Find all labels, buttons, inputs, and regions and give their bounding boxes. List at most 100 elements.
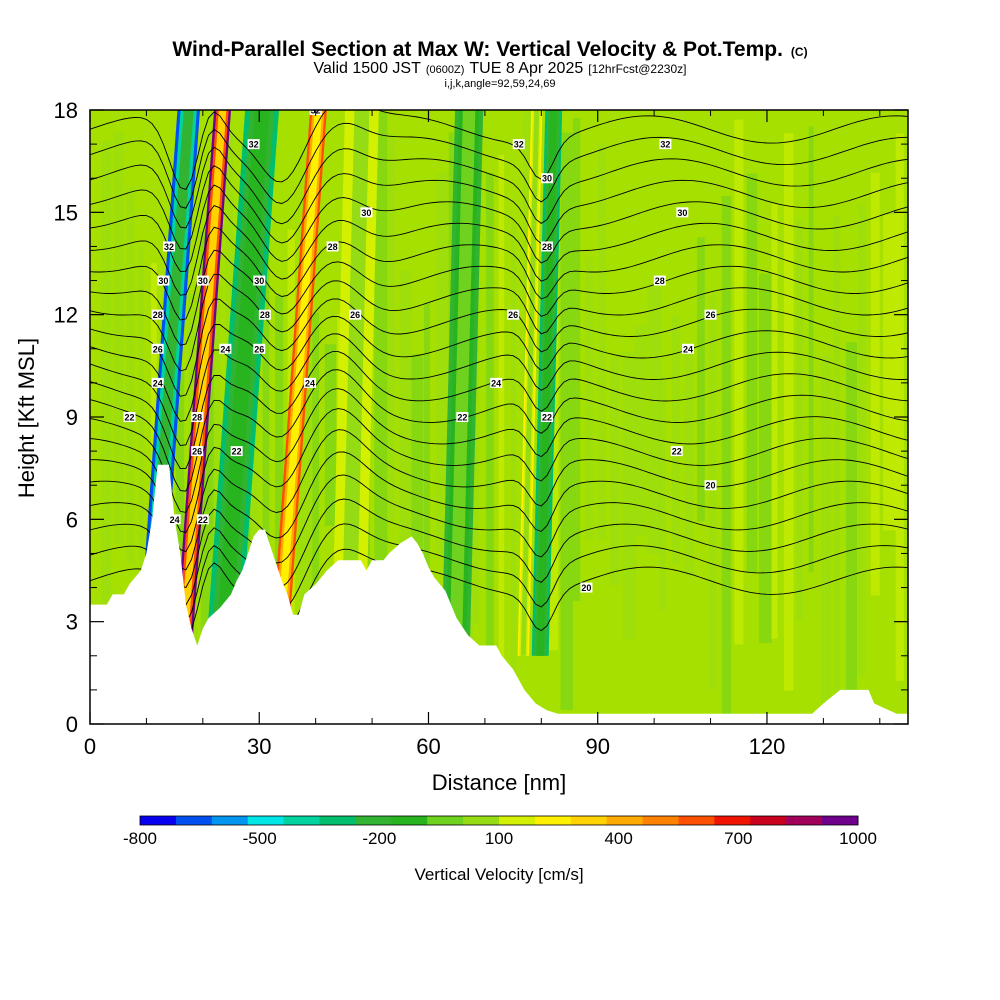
colorbar-swatch bbox=[714, 816, 751, 825]
contour-label: 26 bbox=[253, 343, 266, 354]
theta-contour bbox=[90, 205, 908, 296]
theta-contour bbox=[90, 523, 908, 624]
contour-label-text: 22 bbox=[198, 515, 208, 525]
contour-label-box bbox=[168, 514, 181, 525]
velocity-streak bbox=[597, 142, 607, 541]
velocity-streak bbox=[697, 237, 705, 522]
velocity-streak bbox=[672, 314, 681, 564]
theta-contour bbox=[90, 184, 908, 272]
contour-label-box bbox=[349, 309, 362, 320]
contour-label-text: 30 bbox=[158, 276, 168, 286]
copyright-mark: (C) bbox=[791, 45, 808, 59]
y-tick-label: 6 bbox=[66, 507, 78, 532]
chart-indices: i,j,k,angle=92,59,24,69 bbox=[444, 78, 555, 90]
colorbar-swatch bbox=[391, 816, 428, 825]
contour-label: 24 bbox=[490, 377, 503, 388]
contour-label-box bbox=[253, 343, 266, 354]
contour-label-box bbox=[219, 343, 232, 354]
colorbar-swatch bbox=[499, 816, 536, 825]
contour-label-box bbox=[196, 275, 209, 286]
contour-label-text: 22 bbox=[124, 413, 134, 423]
theta-contour bbox=[90, 226, 908, 321]
contour-label-box bbox=[456, 412, 469, 422]
x-tick-label: 60 bbox=[416, 734, 440, 759]
contour-label-box bbox=[304, 377, 317, 388]
theta-contour bbox=[90, 369, 908, 492]
velocity-streak bbox=[622, 351, 636, 639]
y-tick-label: 12 bbox=[54, 303, 78, 328]
colorbar-swatch bbox=[463, 816, 500, 825]
colorbar-swatch bbox=[175, 816, 213, 825]
colorbar-swatch bbox=[606, 816, 644, 825]
contour-label-box bbox=[580, 582, 593, 593]
colorbar-tick-label: 100 bbox=[485, 829, 513, 848]
contour-label-text: 26 bbox=[153, 344, 163, 354]
contour-label: 26 bbox=[151, 343, 164, 354]
theta-contour bbox=[90, 249, 908, 346]
contour-label-box bbox=[151, 343, 164, 354]
velocity-band bbox=[520, 110, 540, 656]
colorbar-swatch bbox=[570, 816, 608, 825]
colorbar-swatch bbox=[140, 816, 177, 825]
contour-label-text: 32 bbox=[164, 242, 174, 252]
colorbar-tick-label: -500 bbox=[243, 829, 277, 848]
velocity-streak bbox=[808, 126, 814, 573]
velocity-streak bbox=[796, 219, 804, 620]
contour-label-text: 26 bbox=[254, 344, 264, 354]
contour-label: 22 bbox=[540, 412, 553, 423]
contour-label-box bbox=[540, 412, 553, 422]
velocity-streak bbox=[510, 220, 517, 702]
contour-label-text: 24 bbox=[170, 515, 180, 525]
theta-contour bbox=[90, 165, 908, 250]
x-tick-label: 0 bbox=[84, 734, 96, 759]
contour-label-text: 20 bbox=[581, 583, 591, 593]
contour-label-box bbox=[653, 275, 666, 286]
contour-label-text: 26 bbox=[192, 447, 202, 457]
colorbar-swatch bbox=[750, 816, 787, 825]
contour-label-text: 22 bbox=[232, 447, 242, 457]
contour-label-box bbox=[512, 139, 525, 150]
velocity-streak bbox=[659, 375, 665, 611]
velocity-streak bbox=[138, 246, 144, 676]
contour-label: 26 bbox=[507, 309, 520, 320]
contour-label: 22 bbox=[670, 446, 683, 457]
contour-label-box bbox=[162, 241, 175, 252]
theta-contour-labels: 32 30 30 28 26 24 22 28 26 24 22 24 22 30 28 26 32 32 30 28… bbox=[123, 110, 717, 593]
contour-label-text: 30 bbox=[361, 208, 371, 218]
velocity-streak bbox=[684, 350, 694, 577]
contour-label: 28 bbox=[540, 241, 553, 252]
velocity-streak bbox=[498, 154, 505, 724]
colorbar-swatch bbox=[534, 816, 572, 825]
contour-label: 32 bbox=[162, 241, 175, 252]
contour-label-box bbox=[253, 275, 266, 286]
colorbar-swatch bbox=[822, 816, 859, 825]
contour-label-text: 32 bbox=[514, 140, 524, 150]
y-tick-label: 9 bbox=[66, 405, 78, 430]
velocity-feature-1 bbox=[174, 110, 232, 656]
contour-label-box bbox=[507, 309, 520, 320]
contour-label-box bbox=[540, 173, 553, 184]
contour-label: 30 bbox=[253, 275, 266, 286]
contour-label-text: 20 bbox=[706, 481, 716, 491]
velocity-streak bbox=[411, 354, 424, 670]
contour-label: 22 bbox=[456, 412, 469, 423]
contour-label-box bbox=[704, 480, 717, 491]
colorbar: -800 -500 -200 100 400 700 1000 bbox=[123, 815, 877, 848]
contour-label-box bbox=[704, 309, 717, 320]
velocity-streak bbox=[275, 295, 284, 592]
chart-title: Wind-Parallel Section at Max W: Vertical… bbox=[172, 38, 807, 61]
colorbar-swatch bbox=[355, 816, 392, 825]
contour-label-text: 26 bbox=[508, 310, 518, 320]
velocity-streak bbox=[634, 324, 646, 537]
contour-label-box bbox=[247, 139, 260, 150]
contour-label: 26 bbox=[191, 446, 204, 457]
plot-area: 32 30 30 28 26 24 22 28 26 24 22 24 22 30 28 26 32 32 30 28… bbox=[90, 110, 908, 724]
velocity-streak bbox=[212, 151, 221, 566]
velocity-streak bbox=[585, 257, 594, 539]
velocity-band bbox=[449, 110, 476, 656]
contour-label: 32 bbox=[512, 139, 525, 150]
contour-label-text: 24 bbox=[491, 378, 501, 388]
colorbar-title: Vertical Velocity [cm/s] bbox=[414, 865, 583, 884]
contour-label-text: 24 bbox=[305, 378, 315, 388]
contour-label-text: 32 bbox=[660, 140, 670, 150]
